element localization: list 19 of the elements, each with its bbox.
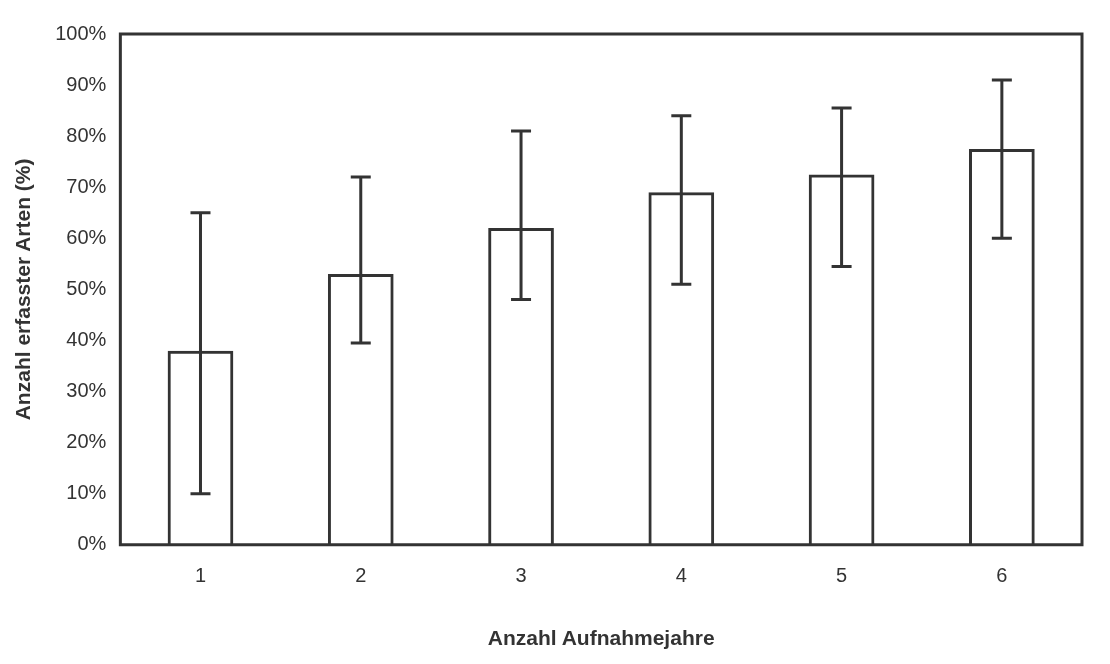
- y-tick-label: 30%: [66, 379, 107, 402]
- x-tick-label: 4: [675, 564, 687, 587]
- y-tick-label: 0%: [77, 532, 107, 555]
- y-tick-label: 60%: [66, 225, 107, 248]
- x-tick-label: 2: [355, 564, 367, 587]
- y-tick-label: 80%: [66, 123, 107, 146]
- y-tick-label: 40%: [66, 328, 107, 350]
- x-axis-title: Anzahl Aufnahmejahre: [487, 626, 715, 650]
- y-tick-label: 50%: [66, 276, 107, 299]
- y-tick-label: 10%: [66, 481, 107, 504]
- x-tick-label: 6: [996, 564, 1008, 587]
- y-axis-title: Anzahl erfasster Arten (%): [11, 158, 35, 421]
- y-tick-label: 100%: [55, 21, 107, 44]
- x-tick-label: 1: [194, 564, 207, 587]
- x-tick-label: 5: [836, 564, 848, 587]
- x-tick-label: 3: [515, 564, 527, 587]
- y-tick-label: 20%: [66, 430, 107, 453]
- y-tick-label: 90%: [66, 72, 107, 95]
- y-tick-label: 70%: [66, 174, 107, 197]
